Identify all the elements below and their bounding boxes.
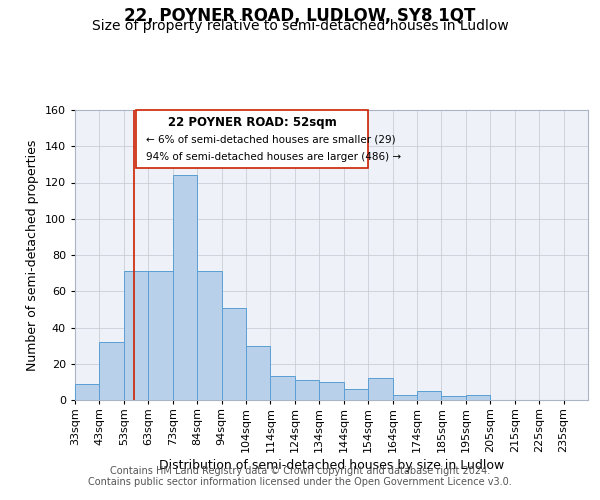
Bar <box>417 391 442 400</box>
Text: Contains HM Land Registry data © Crown copyright and database right 2024.: Contains HM Land Registry data © Crown c… <box>110 466 490 476</box>
Bar <box>100 342 124 400</box>
Text: Contains public sector information licensed under the Open Government Licence v3: Contains public sector information licen… <box>88 477 512 487</box>
Bar <box>466 394 490 400</box>
Bar <box>75 384 100 400</box>
Text: Size of property relative to semi-detached houses in Ludlow: Size of property relative to semi-detach… <box>92 19 508 33</box>
Bar <box>221 308 246 400</box>
Bar <box>344 389 368 400</box>
Bar <box>173 176 197 400</box>
Text: 94% of semi-detached houses are larger (486) →: 94% of semi-detached houses are larger (… <box>146 152 401 162</box>
Bar <box>148 272 173 400</box>
Bar <box>295 380 319 400</box>
Text: ← 6% of semi-detached houses are smaller (29): ← 6% of semi-detached houses are smaller… <box>146 134 396 144</box>
Bar <box>246 346 271 400</box>
FancyBboxPatch shape <box>136 110 368 168</box>
Bar <box>368 378 392 400</box>
Text: 22, POYNER ROAD, LUDLOW, SY8 1QT: 22, POYNER ROAD, LUDLOW, SY8 1QT <box>124 8 476 26</box>
Text: 22 POYNER ROAD: 52sqm: 22 POYNER ROAD: 52sqm <box>168 116 337 129</box>
Bar <box>319 382 344 400</box>
Y-axis label: Number of semi-detached properties: Number of semi-detached properties <box>26 140 39 370</box>
Bar <box>271 376 295 400</box>
Bar <box>442 396 466 400</box>
Bar <box>392 394 417 400</box>
X-axis label: Distribution of semi-detached houses by size in Ludlow: Distribution of semi-detached houses by … <box>159 459 504 472</box>
Bar <box>124 272 148 400</box>
Bar <box>197 272 221 400</box>
